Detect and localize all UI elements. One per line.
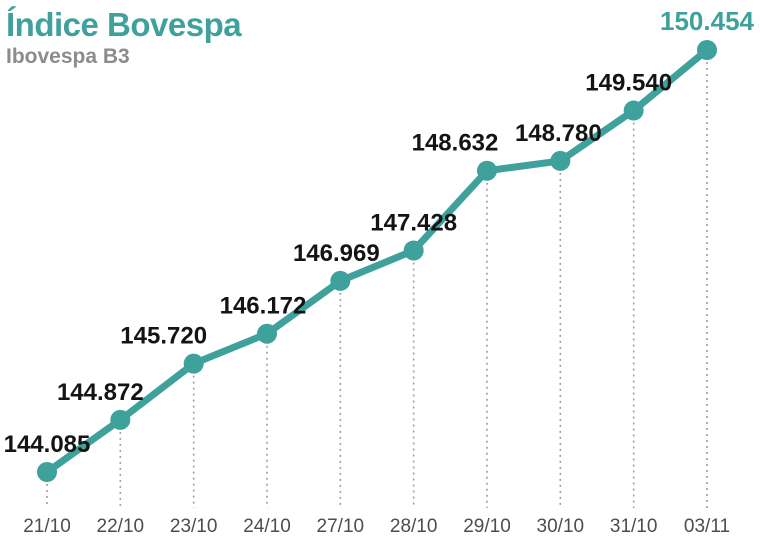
data-point-label: 148.780	[515, 120, 602, 147]
x-axis-label: 03/11	[684, 516, 730, 537]
x-axis-label: 27/10	[317, 516, 365, 537]
data-point-label: 147.428	[370, 209, 457, 236]
data-point-label-latest: 150.454	[660, 6, 755, 36]
x-axis-label: 30/10	[537, 516, 585, 537]
data-point-label: 148.632	[412, 130, 499, 157]
data-point-dot	[550, 150, 571, 171]
data-point-label: 146.969	[293, 240, 380, 267]
data-point-dot	[330, 270, 351, 291]
x-axis-label: 31/10	[610, 516, 658, 537]
data-point-dot	[183, 353, 204, 374]
x-axis-label: 21/10	[23, 516, 71, 537]
x-axis-label: 23/10	[170, 516, 218, 537]
data-point-dot	[697, 40, 717, 60]
data-point-dot	[477, 160, 497, 181]
x-axis-label: 22/10	[97, 516, 145, 537]
data-point-label: 144.085	[4, 431, 91, 458]
x-axis-label: 24/10	[243, 516, 291, 537]
data-point-dot	[623, 100, 644, 121]
data-point-label: 146.172	[220, 293, 307, 320]
data-point-label: 145.720	[120, 323, 207, 350]
data-point-label: 144.872	[57, 379, 144, 406]
x-axis-label: 28/10	[390, 516, 438, 537]
data-point-dot	[403, 240, 424, 261]
data-point-dot	[257, 323, 277, 344]
page-title: Índice Bovespa	[6, 6, 242, 43]
data-point-dot	[37, 462, 57, 482]
x-axis-label: 29/10	[463, 516, 511, 537]
data-point-label: 149.540	[585, 70, 672, 97]
series-line	[43, 46, 711, 476]
chart-header: Índice Bovespa Ibovespa B3	[6, 6, 242, 69]
page-subtitle: Ibovespa B3	[6, 45, 130, 69]
data-point-dot	[110, 409, 131, 430]
